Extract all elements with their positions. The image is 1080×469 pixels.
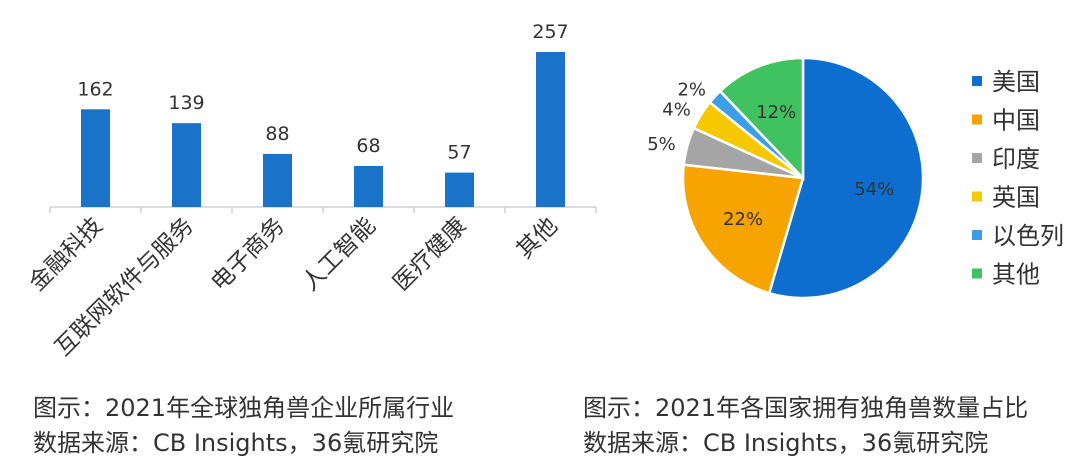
pie-chart-slices <box>681 56 925 300</box>
legend-label: 英国 <box>992 184 1040 212</box>
bar-chart-ticks <box>49 207 597 213</box>
legend-swatch <box>972 230 982 240</box>
bar <box>172 123 201 207</box>
bar <box>536 52 565 207</box>
bar <box>354 165 383 207</box>
legend-swatch <box>972 268 982 279</box>
pie-chart-caption: 图示：2021年各国家拥有独角兽数量占比 <box>583 394 1029 422</box>
pie-value-label: 54% <box>854 179 894 200</box>
bar <box>445 172 474 207</box>
bar <box>263 153 292 207</box>
bar-value-label: 88 <box>265 123 289 145</box>
legend-label: 以色列 <box>992 222 1064 250</box>
legend-label: 印度 <box>992 145 1040 173</box>
pie-value-label: 4% <box>662 99 691 120</box>
pie-value-label: 5% <box>647 134 676 155</box>
legend-swatch <box>972 114 982 125</box>
bar-category-label: 其他 <box>512 213 563 264</box>
legend-swatch <box>972 153 982 163</box>
bar-category-label: 医疗健康 <box>388 213 471 296</box>
bar-value-label: 257 <box>532 21 568 43</box>
pie-value-label: 2% <box>677 79 706 100</box>
legend-swatch <box>972 191 982 202</box>
pie-slice <box>718 56 805 182</box>
legend-swatch <box>972 76 982 86</box>
bar-value-label: 57 <box>447 142 471 164</box>
bar-value-label: 139 <box>168 92 204 114</box>
bar-chart-caption: 图示：2021年全球独角兽企业所属行业 <box>33 394 455 422</box>
bar-chart-value-labels: 162 139 88 68 57 257 <box>77 21 568 164</box>
pie-slice <box>681 163 805 295</box>
bar-category-label: 电子商务 <box>206 213 289 296</box>
bar <box>81 109 110 207</box>
bar-value-label: 162 <box>77 78 113 100</box>
bar-category-label: 人工智能 <box>297 213 380 296</box>
pie-value-label: 12% <box>756 102 796 123</box>
legend-label: 其他 <box>992 261 1040 289</box>
bar-value-label: 68 <box>356 135 380 157</box>
pie-chart-labels: 54% 22% 5% 4%2% 12% <box>647 79 894 229</box>
pie-chart-source: 数据来源：CB Insights，36氪研究院 <box>583 429 989 457</box>
legend-label: 美国 <box>992 68 1040 96</box>
bar-category-label: 金融科技 <box>24 213 107 296</box>
pie-value-label: 22% <box>723 209 763 230</box>
bar-chart-bars <box>81 52 565 207</box>
bar-chart-source: 数据来源：CB Insights，36氪研究院 <box>33 429 439 457</box>
pie-slice <box>767 56 925 300</box>
legend-label: 中国 <box>992 107 1040 135</box>
